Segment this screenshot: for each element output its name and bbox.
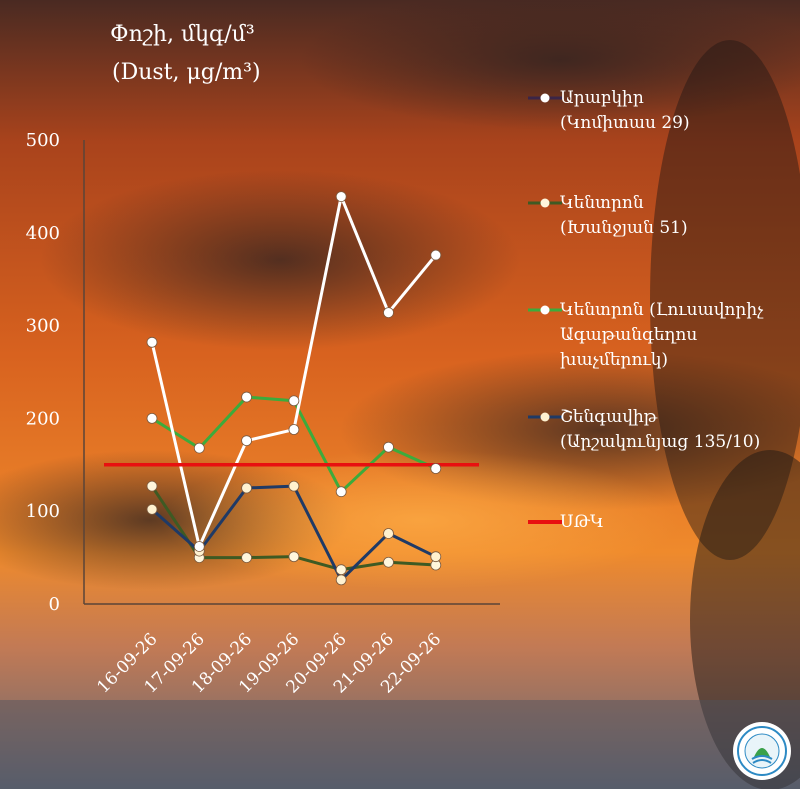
data-point [146, 336, 158, 348]
legend-label-line: Կենտրոն (Լուսավորիչ [560, 300, 764, 320]
data-point [335, 486, 347, 498]
eco-organization-seal-icon [733, 722, 791, 780]
y-tick-label: 300 [26, 316, 60, 337]
data-point [383, 556, 394, 568]
chart-subtitle: (Dust, μg/m³) [112, 60, 261, 85]
data-point [335, 564, 347, 576]
data-point [241, 391, 253, 403]
series-line [151, 395, 437, 494]
data-point [288, 551, 300, 563]
data-point [288, 424, 300, 435]
data-point [335, 574, 347, 586]
legend-item-reference: ՍԹԿ [560, 512, 604, 532]
y-tick-label: 500 [26, 130, 60, 151]
legend-marker-shengavit [528, 412, 562, 422]
y-tick-label: 200 [26, 408, 60, 429]
legend-item-kentron-khanjyan: Կենտրոն (Խանջյան 51) [560, 191, 795, 241]
legend-label-line: Արաբկիր [560, 88, 644, 108]
legend-label-line: Ագաթանգեղոս [560, 325, 698, 345]
legend-item-shengavit: Շենգավիթ (Արշակունյաց 135/10) [560, 405, 795, 455]
data-point [430, 551, 442, 563]
data-point [383, 441, 394, 453]
legend-label-line: (Կոմիտաս 29) [560, 113, 690, 133]
legend-label-line: Կենտրոն [560, 193, 644, 213]
data-point [241, 435, 253, 447]
data-point [193, 442, 205, 454]
data-point [383, 307, 394, 319]
data-point [241, 482, 253, 494]
data-point [288, 395, 300, 407]
legend-marker-reference [528, 520, 562, 524]
y-tick-label: 400 [26, 223, 60, 244]
legend-item-kentron-lusavorich: Կենտրոն (Լուսավորիչ Ագաթանգեղոս խաչմերու… [560, 298, 795, 373]
legend-label-line: (Խանջյան 51) [560, 218, 688, 238]
data-point [146, 503, 158, 515]
data-point [430, 463, 442, 474]
legend-marker-kentron-lusavorich [528, 305, 562, 315]
data-point [146, 480, 158, 492]
legend-label-line: (Արշակունյաց 135/10) [560, 432, 761, 452]
legend-label-line: Շենգավիթ [560, 407, 658, 427]
data-point [430, 249, 442, 261]
legend-marker-kentron-khanjyan [528, 198, 562, 208]
data-point [383, 528, 394, 539]
y-tick-label: 100 [26, 501, 60, 522]
data-point [146, 412, 158, 424]
data-point [241, 552, 253, 563]
data-point [193, 541, 205, 552]
data-point [288, 480, 300, 492]
chart-title: Փոշի, մկգ/մ³ [110, 22, 255, 47]
y-tick-label: 0 [49, 594, 60, 615]
legend-item-arabkir: Արաբկիր (Կոմիտաս 29) [560, 86, 795, 136]
legend-marker-arabkir [528, 93, 562, 103]
data-point [335, 191, 347, 203]
legend-label-line: խաչմերուկ) [560, 350, 669, 370]
series-line [150, 195, 437, 548]
